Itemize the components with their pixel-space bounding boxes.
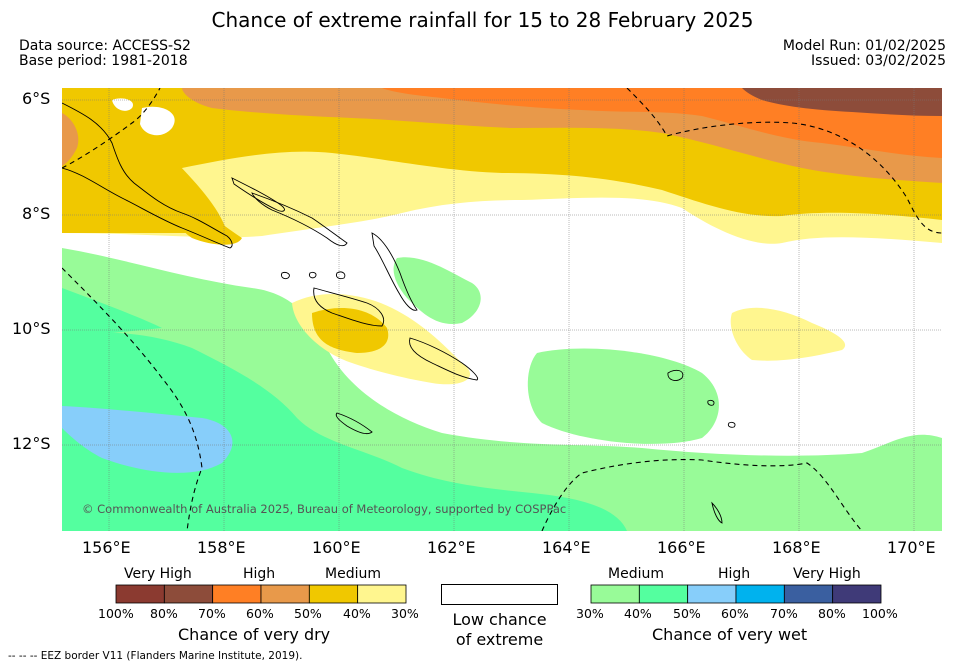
wet-tick-40: 40%	[624, 606, 652, 621]
dry-header-high: High	[243, 566, 276, 582]
island-makira	[409, 337, 479, 381]
rainfall-map	[62, 88, 942, 531]
island-small-1	[281, 272, 290, 280]
coastlines	[62, 102, 736, 524]
wet-swatch-4	[783, 584, 834, 604]
dry-tick-40: 40%	[343, 606, 371, 621]
wet-header-medium: Medium	[608, 566, 664, 582]
dry-tick-70: 70%	[198, 606, 226, 621]
lat-label-10s: 10°S	[12, 319, 51, 338]
wet-tick-100: 100%	[862, 606, 898, 621]
island-small-3	[336, 271, 346, 280]
wet-tick-70: 70%	[770, 606, 798, 621]
dry-medium-region-east	[730, 307, 846, 361]
island-vanuatu-north	[711, 501, 723, 524]
island-choiseul	[231, 177, 285, 212]
dry-swatch-1	[163, 584, 214, 604]
lon-label-156e: 156°E	[82, 538, 131, 557]
lon-label-164e: 164°E	[542, 538, 591, 557]
island-small-2	[309, 271, 317, 279]
dry-tick-100: 100%	[98, 606, 134, 621]
lat-label-8s: 8°S	[22, 204, 51, 223]
dry-high-region-central	[312, 308, 389, 353]
wet-swatch-1	[638, 584, 689, 604]
island-guadalcanal	[313, 287, 385, 327]
lon-label-158e: 158°E	[197, 538, 246, 557]
map-title: Chance of extreme rainfall for 15 to 28 …	[211, 8, 754, 32]
island-bougainville	[62, 102, 233, 249]
island-malaita	[371, 232, 418, 311]
wet-swatch-0	[590, 584, 640, 604]
issued-date: Issued: 03/02/2025	[811, 53, 946, 69]
low-chance-label-line2: of extreme	[455, 630, 544, 649]
dry-swatch-5	[357, 584, 407, 604]
low-chance-label-line1: Low chance	[452, 610, 547, 629]
island-santa-cruz	[667, 369, 684, 381]
eez-border-north	[626, 88, 942, 234]
wet-medium-region-islands	[393, 257, 481, 324]
wet-swatch-2	[687, 584, 737, 604]
dry-swatch-2	[212, 584, 262, 604]
lon-label-162e: 162°E	[427, 538, 476, 557]
island-santa-isabel	[251, 192, 348, 247]
island-vanikoro	[707, 399, 715, 406]
dry-tick-80: 80%	[150, 606, 178, 621]
dry-tick-30: 30%	[391, 606, 419, 621]
dry-swatch-3	[260, 584, 310, 604]
dry-tick-50: 50%	[294, 606, 322, 621]
eez-borders	[62, 88, 942, 531]
island-rennell	[335, 412, 373, 435]
lon-label-168e: 168°E	[772, 538, 821, 557]
low-chance-patch-north	[140, 106, 175, 136]
model-run: Model Run: 01/02/2025	[782, 38, 946, 54]
lat-label-6s: 6°S	[22, 89, 51, 108]
dry-legend-title: Chance of very dry	[178, 625, 331, 644]
low-chance-patch-north2	[112, 98, 133, 111]
wet-header-high: High	[718, 566, 751, 582]
lat-label-12s: 12°S	[12, 434, 51, 453]
copyright-notice: © Commonwealth of Australia 2025, Bureau…	[82, 502, 567, 516]
wet-swatch-3	[735, 584, 785, 604]
dry-tick-60: 60%	[246, 606, 274, 621]
wet-medium-region-east	[527, 348, 719, 444]
wet-header-very-high: Very High	[793, 566, 861, 582]
wet-tick-60: 60%	[721, 606, 749, 621]
eez-footnote: -- -- -- EEZ border V11 (Flanders Marine…	[8, 650, 303, 662]
dry-high-region-west2	[171, 198, 242, 245]
eez-border-south	[541, 459, 863, 531]
dry-swatch-4	[308, 584, 359, 604]
wet-tick-30: 30%	[576, 606, 604, 621]
wet-legend-title: Chance of very wet	[652, 625, 808, 644]
wet-swatch-5	[832, 584, 882, 604]
dry-veryhigh-region	[742, 88, 942, 116]
wet-tick-50: 50%	[673, 606, 701, 621]
dry-colorbar	[115, 584, 407, 604]
dry-swatch-0	[115, 584, 165, 604]
island-tikopia	[727, 421, 736, 428]
low-chance-swatch	[441, 584, 558, 605]
eez-border-nw	[62, 88, 161, 169]
wet-colorbar	[590, 584, 882, 604]
dry-moderate-region-west	[62, 113, 79, 166]
lon-label-170e: 170°E	[887, 538, 936, 557]
lon-label-160e: 160°E	[312, 538, 361, 557]
lon-label-166e: 166°E	[657, 538, 706, 557]
dry-header-very-high: Very High	[124, 566, 192, 582]
dry-header-medium: Medium	[325, 566, 381, 582]
base-period: Base period: 1981-2018	[19, 53, 188, 69]
wet-high-region	[62, 332, 627, 531]
graticule	[62, 88, 942, 531]
eez-border-png-solomons	[62, 267, 203, 531]
wet-tick-80: 80%	[818, 606, 846, 621]
wet-high-region-east	[62, 288, 162, 338]
data-source: Data source: ACCESS-S2	[19, 38, 191, 54]
